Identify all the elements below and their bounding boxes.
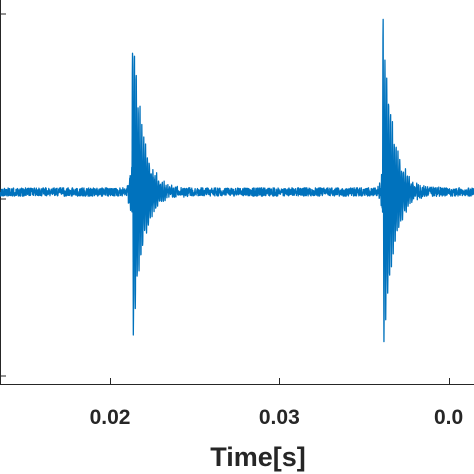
x-tick-label: 0.02 bbox=[90, 406, 131, 429]
x-tick-marks bbox=[110, 378, 450, 384]
y-tick-marks bbox=[0, 13, 6, 377]
series-line bbox=[0, 18, 474, 343]
x-tick-labels: 0.02 0.03 0.0 bbox=[90, 406, 464, 429]
x-tick-label: 0.03 bbox=[259, 406, 300, 429]
plot-area bbox=[0, 0, 474, 385]
x-axis-label: Time[s] bbox=[210, 442, 306, 472]
x-tick-label: 0.0 bbox=[434, 406, 463, 429]
